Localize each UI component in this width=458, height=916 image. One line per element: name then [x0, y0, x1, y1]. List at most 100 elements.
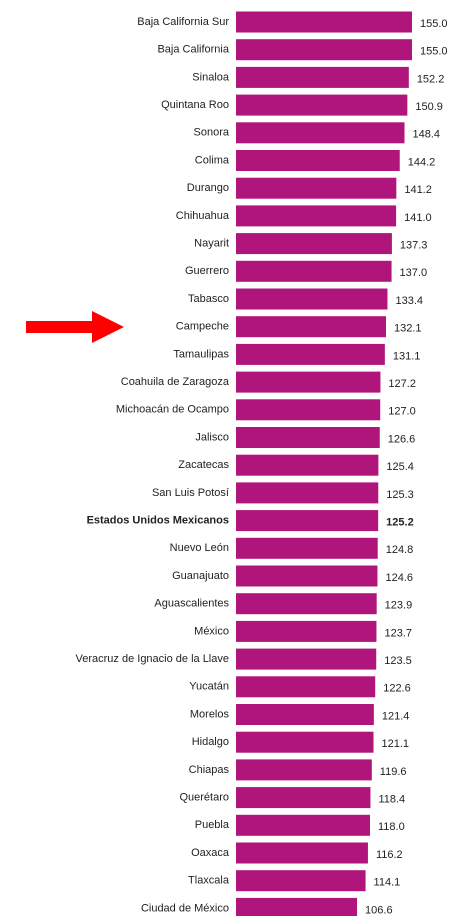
value-label: 132.1 [394, 323, 422, 335]
bar [236, 66, 409, 88]
value-label: 152.2 [417, 73, 445, 85]
bar [236, 787, 371, 809]
bar [236, 94, 408, 116]
bar [236, 260, 392, 282]
category-label: Durango [187, 182, 229, 194]
value-label: 121.4 [382, 710, 410, 722]
category-label: Nayarit [194, 238, 229, 250]
value-label: 148.4 [413, 129, 441, 141]
bar [236, 510, 379, 532]
bar [236, 122, 405, 144]
bar [236, 11, 412, 33]
value-label: 133.4 [395, 295, 423, 307]
value-label: 118.4 [378, 794, 405, 806]
bar [236, 288, 388, 310]
bar [236, 39, 412, 61]
category-label: Estados Unidos Mexicanos [87, 515, 229, 527]
category-label: Guanajuato [172, 570, 229, 582]
value-label: 141.2 [404, 184, 432, 196]
bar [236, 870, 366, 892]
value-label: 155.0 [420, 18, 448, 30]
category-label: Baja California Sur [137, 16, 229, 28]
category-label: Tabasco [188, 293, 229, 305]
category-label: Chihuahua [176, 210, 230, 222]
category-label: San Luis Potosí [152, 487, 229, 499]
category-label: Campeche [176, 321, 229, 333]
bar [236, 593, 377, 615]
bar [236, 897, 358, 916]
category-label: Tlaxcala [188, 875, 230, 887]
category-label: Veracruz de Ignacio de la Llave [76, 653, 230, 665]
category-label: Puebla [195, 819, 230, 831]
category-label: Ciudad de México [141, 902, 229, 914]
bar [236, 842, 368, 864]
category-label: Morelos [190, 708, 230, 720]
value-label: 114.1 [374, 877, 401, 889]
bar [236, 648, 377, 670]
arrow [26, 311, 124, 343]
value-label: 122.6 [383, 683, 411, 695]
category-label: Querétaro [179, 792, 229, 804]
category-label: Jalisco [195, 431, 229, 443]
value-label: 118.0 [378, 821, 405, 833]
category-label: Tamaulipas [173, 348, 229, 360]
value-label: 141.0 [404, 212, 432, 224]
bar [236, 454, 379, 476]
value-label: 125.3 [386, 489, 414, 501]
category-label: Sinaloa [192, 71, 230, 83]
value-label: 127.0 [388, 406, 416, 418]
value-label: 106.6 [365, 904, 393, 916]
bar [236, 759, 372, 781]
category-label: México [194, 625, 229, 637]
value-label: 119.6 [380, 766, 407, 778]
category-label: Zacatecas [178, 459, 229, 471]
bar [236, 814, 370, 836]
category-label: Nuevo León [170, 542, 229, 554]
bar [236, 620, 377, 642]
bar [236, 343, 385, 365]
value-label: 116.2 [376, 849, 403, 861]
value-label: 137.3 [400, 240, 428, 252]
value-label: 150.9 [415, 101, 443, 113]
value-label: 144.2 [408, 156, 436, 168]
bar [236, 177, 397, 199]
bar [236, 399, 381, 421]
category-label: Sonora [194, 127, 230, 139]
value-label: 155.0 [420, 46, 448, 58]
value-label: 126.6 [388, 433, 416, 445]
category-label: Hidalgo [192, 736, 229, 748]
bar [236, 482, 379, 504]
bar [236, 233, 392, 255]
category-label: Guerrero [185, 265, 229, 277]
category-label: Coahuila de Zaragoza [121, 376, 230, 388]
category-label: Michoacán de Ocampo [116, 404, 229, 416]
value-label: 124.8 [386, 544, 414, 556]
bar [236, 150, 400, 171]
bar [236, 731, 374, 753]
value-label: 127.2 [388, 378, 416, 390]
value-label: 123.7 [384, 627, 412, 639]
category-label: Chiapas [189, 764, 230, 776]
value-label: 131.1 [393, 350, 421, 362]
value-label: 125.2 [386, 517, 414, 529]
bar [236, 427, 380, 448]
bar [236, 676, 376, 698]
category-label: Baja California [157, 44, 229, 56]
value-label: 121.1 [382, 738, 410, 750]
category-label: Quintana Roo [161, 99, 229, 111]
category-label: Colima [195, 154, 230, 166]
bar [236, 704, 374, 725]
category-label: Aguascalientes [154, 598, 229, 610]
category-label: Oaxaca [191, 847, 230, 859]
value-label: 137.0 [400, 267, 428, 279]
value-label: 125.4 [386, 461, 414, 473]
bar [236, 316, 386, 338]
value-label: 124.6 [385, 572, 413, 584]
bar [236, 565, 378, 587]
bar [236, 371, 381, 393]
bar [236, 205, 397, 227]
value-label: 123.9 [385, 600, 413, 612]
bar [236, 537, 378, 559]
category-label: Yucatán [189, 681, 229, 693]
